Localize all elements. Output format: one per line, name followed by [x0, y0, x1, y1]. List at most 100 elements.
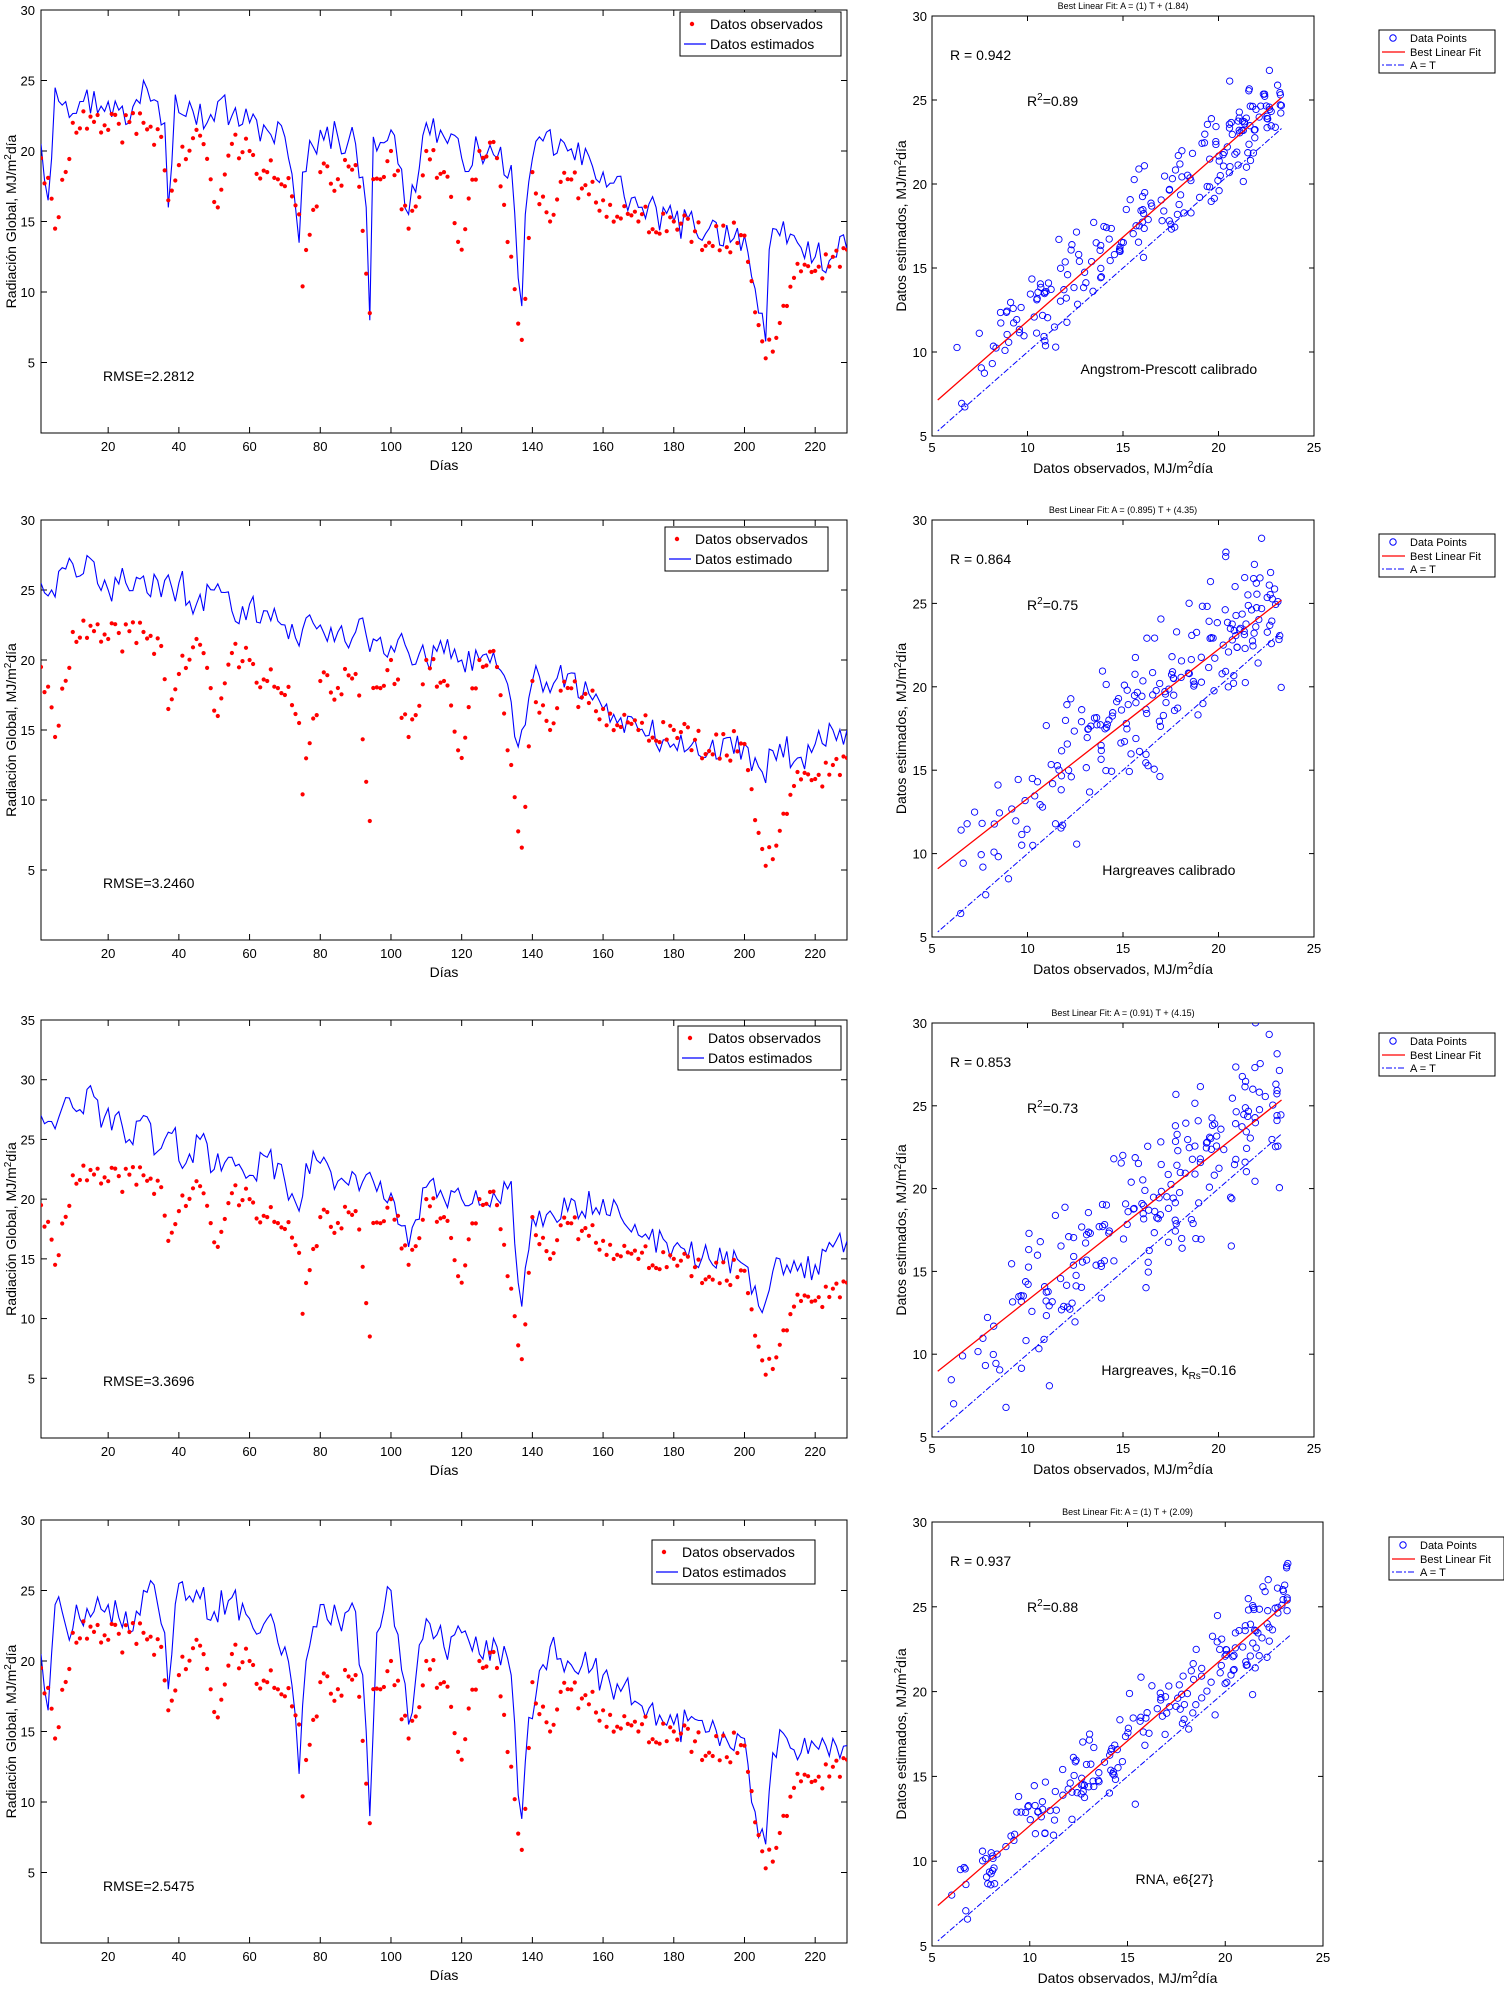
observed-point — [675, 1263, 680, 1268]
data-point — [1178, 1719, 1187, 1728]
observed-point — [593, 709, 599, 714]
observed-point — [753, 818, 758, 823]
x-tick-label: 25 — [1316, 1950, 1330, 1965]
data-point — [1207, 1145, 1216, 1153]
data-point — [1257, 102, 1265, 110]
observed-point — [798, 1779, 804, 1784]
data-point — [1111, 1775, 1120, 1784]
observed-point — [194, 1179, 199, 1184]
data-point — [1087, 1760, 1095, 1768]
observed-point — [137, 1165, 143, 1170]
data-point — [1256, 574, 1264, 582]
y-tick-label: 25 — [913, 1600, 927, 1615]
method-label: Hargreaves calibrado — [1102, 862, 1235, 878]
observed-point — [664, 737, 669, 742]
data-point — [1144, 1258, 1152, 1266]
observed-point — [70, 1173, 75, 1178]
data-point — [1194, 1117, 1202, 1125]
data-point — [979, 863, 987, 871]
data-point — [1048, 780, 1057, 788]
data-point — [1135, 747, 1144, 756]
observed-point — [498, 1227, 503, 1232]
data-point — [1205, 663, 1213, 672]
data-point — [1242, 163, 1251, 171]
observed-point — [187, 1196, 192, 1201]
legend-points-label: Data Points — [1410, 537, 1467, 549]
observed-point — [601, 198, 606, 203]
plot-frame — [40, 519, 848, 941]
data-point — [1249, 1639, 1257, 1647]
legend-box — [664, 526, 829, 572]
data-point — [1116, 1716, 1124, 1724]
observed-point — [300, 792, 305, 797]
observed-point — [459, 247, 464, 252]
data-point — [1002, 1842, 1010, 1851]
observed-point — [417, 195, 422, 200]
data-point — [1105, 1227, 1113, 1235]
data-point — [1225, 124, 1234, 132]
observed-point — [802, 1772, 807, 1777]
observed-point — [424, 1658, 429, 1664]
observed-point — [374, 685, 379, 690]
observed-point — [226, 153, 231, 158]
observed-point — [505, 1274, 510, 1279]
data-point — [1105, 1789, 1114, 1797]
observed-point — [484, 1201, 489, 1206]
observed-point — [272, 175, 277, 180]
observed-point — [696, 1730, 701, 1735]
data-point — [1041, 342, 1050, 350]
observed-point — [116, 1174, 121, 1179]
data-point — [1070, 727, 1078, 735]
observed-point — [654, 1740, 659, 1745]
data-point — [1183, 1689, 1192, 1698]
x-tick-label: 160 — [592, 1949, 614, 1964]
observed-point — [562, 679, 567, 684]
observed-point — [399, 715, 404, 721]
data-point — [1061, 1203, 1069, 1211]
data-point — [1202, 1139, 1211, 1147]
observed-point — [88, 114, 93, 119]
observed-point — [770, 349, 775, 354]
data-point — [1189, 1709, 1197, 1717]
data-point — [1215, 157, 1223, 165]
data-point — [1265, 581, 1273, 589]
observed-point — [516, 1831, 521, 1836]
x-tick-label: 20 — [1211, 1441, 1225, 1456]
observed-point — [145, 1637, 150, 1642]
data-point — [1178, 173, 1186, 181]
observed-point — [618, 1726, 623, 1731]
data-point — [1013, 315, 1021, 324]
data-point — [1273, 1111, 1281, 1120]
data-point — [1202, 1144, 1211, 1152]
data-point — [997, 319, 1005, 327]
observed-point — [77, 635, 82, 640]
observed-point — [438, 1216, 443, 1221]
data-point — [1051, 1787, 1059, 1796]
observed-point — [46, 175, 51, 180]
data-point — [983, 1313, 992, 1322]
data-point — [1187, 655, 1195, 664]
observed-point — [519, 337, 524, 342]
observed-series — [41, 618, 847, 868]
data-point — [1168, 175, 1177, 183]
observed-point — [629, 721, 634, 727]
data-point — [1235, 1626, 1243, 1635]
observed-point — [307, 1268, 312, 1273]
data-point — [1251, 134, 1259, 142]
observed-point — [576, 1237, 581, 1242]
observed-point — [576, 704, 581, 710]
observed-point — [615, 1252, 620, 1257]
data-point — [1215, 1164, 1223, 1172]
observed-point — [145, 636, 150, 641]
observed-point — [371, 1687, 376, 1692]
observed-point — [781, 1813, 786, 1818]
observed-point — [551, 721, 556, 726]
observed-point — [703, 1277, 708, 1282]
observed-point — [328, 690, 333, 695]
observed-point — [201, 651, 206, 656]
observed-point — [494, 156, 500, 161]
legend-estimated-label: Datos estimados — [710, 36, 814, 52]
data-point — [1143, 709, 1151, 718]
observed-point — [707, 748, 712, 754]
